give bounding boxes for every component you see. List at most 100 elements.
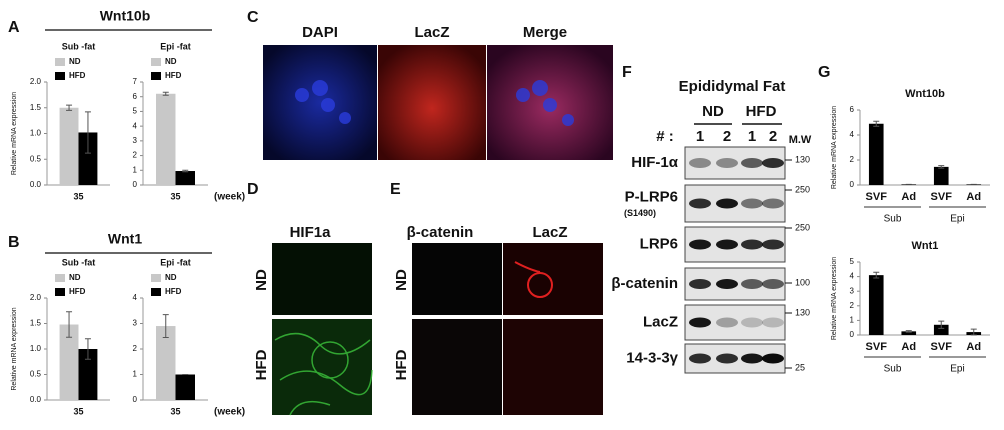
- panel-label: D: [247, 181, 259, 198]
- legend-label: HFD: [165, 287, 182, 296]
- row-label: ND: [253, 269, 270, 291]
- legend-label: HFD: [165, 71, 182, 80]
- row-label: HFD: [253, 349, 270, 380]
- band: [762, 198, 784, 209]
- error-bar: [873, 271, 880, 279]
- bar: [933, 324, 949, 335]
- y-axis-label: Relative mRNA expression: [11, 307, 18, 390]
- y-tick-label: 6: [133, 92, 138, 101]
- column-label: LacZ: [414, 24, 449, 41]
- y-tick-label: 5: [850, 257, 855, 266]
- column-label: β-catenin: [407, 224, 474, 241]
- group-label: Epi: [950, 364, 964, 375]
- y-tick-label: 0.0: [30, 395, 42, 404]
- legend-label: ND: [69, 57, 81, 66]
- y-tick-label: 1: [133, 370, 138, 379]
- legend-label: ND: [165, 57, 177, 66]
- y-tick-label: 0.5: [30, 154, 42, 163]
- group-label: Epi: [950, 214, 964, 225]
- chart-title: Epi -fat: [160, 41, 191, 51]
- blot-title: Epididymal Fat: [679, 78, 786, 95]
- x-tick-label: 35: [73, 191, 83, 201]
- error-bar: [84, 111, 91, 154]
- legend-swatch: [151, 274, 161, 282]
- band: [716, 239, 738, 250]
- row-label: HFD: [393, 349, 410, 380]
- panel-label: C: [247, 9, 259, 26]
- chart-title: Wnt10b: [905, 88, 945, 100]
- error-bar: [905, 330, 912, 333]
- mw-label: 250: [795, 222, 810, 232]
- y-tick-label: 0.0: [30, 180, 42, 189]
- band: [741, 198, 763, 209]
- row-label: HIF-1α: [631, 154, 679, 171]
- error-bar: [66, 311, 73, 338]
- band: [741, 317, 763, 328]
- row-label: LacZ: [643, 313, 678, 330]
- band: [716, 317, 738, 328]
- y-axis-label: Relative mRNA expression: [831, 257, 838, 340]
- y-tick-label: 1: [133, 165, 138, 174]
- group-label: Sub: [884, 364, 902, 375]
- legend-swatch: [55, 72, 65, 80]
- band: [689, 317, 711, 328]
- bar: [933, 166, 949, 185]
- band: [741, 239, 763, 250]
- legend-swatch: [55, 274, 65, 282]
- band: [689, 158, 711, 168]
- lane-label: 2: [769, 128, 777, 145]
- micrograph: [412, 243, 502, 315]
- bar: [78, 349, 98, 400]
- band: [762, 158, 784, 168]
- mw-label: 130: [795, 307, 810, 317]
- legend-label: HFD: [69, 287, 86, 296]
- lane-label: 1: [748, 128, 756, 145]
- band: [689, 239, 711, 250]
- y-tick-label: 0: [850, 180, 855, 189]
- band: [689, 353, 711, 364]
- bar: [901, 331, 917, 335]
- legend-swatch: [55, 58, 65, 66]
- y-tick-label: 3: [133, 319, 138, 328]
- y-tick-label: 5: [133, 107, 138, 116]
- x-tick-label: SVF: [866, 191, 888, 203]
- micrograph: [412, 319, 502, 415]
- y-tick-label: 4: [133, 121, 138, 130]
- membrane: [274, 332, 373, 416]
- nuclei: [295, 80, 574, 126]
- y-tick-label: 4: [850, 272, 855, 281]
- y-tick-label: 0.5: [30, 370, 42, 379]
- chart-title: Sub -fat: [62, 41, 96, 51]
- y-tick-label: 1.0: [30, 344, 42, 353]
- column-label: DAPI: [302, 24, 338, 41]
- group-label: Sub: [884, 214, 902, 225]
- x-tick-label: SVF: [931, 341, 953, 353]
- chart-title: Sub -fat: [62, 257, 96, 267]
- panel-label: E: [390, 181, 401, 198]
- y-tick-label: 1.5: [30, 103, 42, 112]
- group-title: Wnt10b: [100, 8, 151, 24]
- error-bar: [938, 320, 945, 329]
- micrograph: [272, 319, 372, 415]
- micrograph: [272, 243, 372, 315]
- error-bar: [873, 120, 880, 127]
- y-tick-label: 2: [133, 151, 138, 160]
- panel-label: A: [8, 19, 20, 36]
- y-tick-label: 1: [850, 316, 855, 325]
- y-tick-label: 7: [133, 77, 138, 86]
- bar: [175, 171, 195, 185]
- y-tick-label: 0: [850, 330, 855, 339]
- y-tick-label: 4: [133, 293, 138, 302]
- blot: [684, 304, 786, 341]
- legend-swatch: [55, 288, 65, 296]
- x-note: (week): [214, 407, 245, 418]
- group-label: ND: [702, 103, 724, 120]
- x-tick-label: 35: [170, 191, 180, 201]
- legend-label: HFD: [69, 71, 86, 80]
- bar: [59, 324, 79, 400]
- error-bar: [162, 91, 169, 96]
- y-tick-label: 2: [850, 301, 855, 310]
- error-bar: [162, 314, 169, 339]
- band: [689, 198, 711, 209]
- bar: [59, 107, 79, 185]
